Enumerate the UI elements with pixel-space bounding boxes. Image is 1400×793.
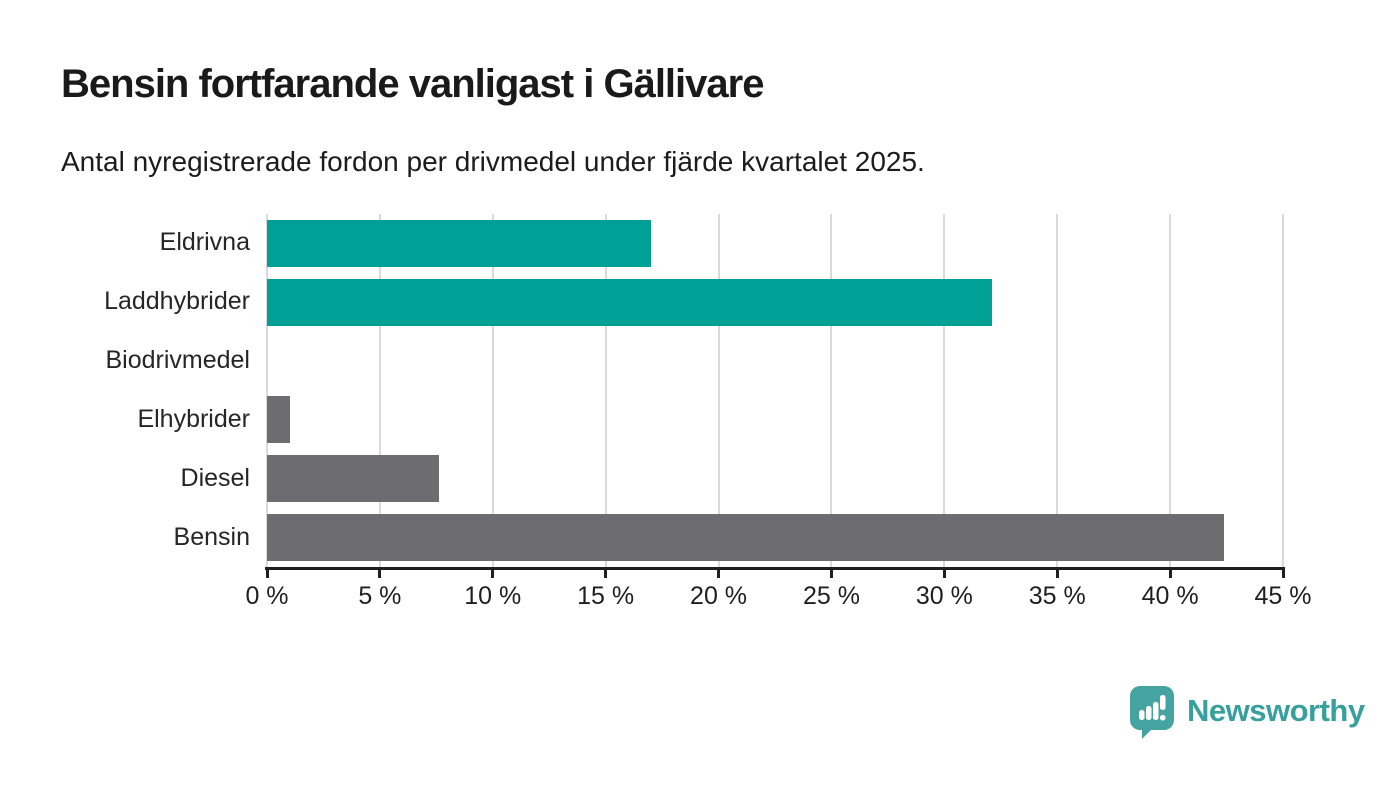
x-tick-15 <box>604 570 608 578</box>
gridline-35 <box>1056 214 1059 567</box>
gridline-0 <box>266 214 268 567</box>
x-tick-label-30: 30 % <box>915 582 973 610</box>
gridline-20 <box>717 214 720 567</box>
x-tick-label-5: 5 % <box>358 582 402 610</box>
x-tick-30 <box>942 570 946 578</box>
gridline-45 <box>1282 214 1284 567</box>
x-tick-20 <box>717 570 721 578</box>
x-axis-line <box>265 567 1285 570</box>
chart-subtitle: Antal nyregistrerade fordon per drivmede… <box>61 146 925 177</box>
x-tick-label-40: 40 % <box>1141 582 1199 610</box>
newsworthy-logo-icon <box>1130 686 1174 739</box>
x-tick-label-25: 25 % <box>802 582 860 610</box>
y-axis-category-labels: Eldrivna Laddhybrider Biodrivmedel Elhybrid… <box>0 214 250 567</box>
chart-title: Bensin fortfarande vanligast i Gällivare <box>61 62 764 106</box>
gridline-25 <box>830 214 833 567</box>
x-tick-label-35: 35 % <box>1028 582 1086 610</box>
x-tick-35 <box>1055 570 1059 578</box>
category-label-eldrivna: Eldrivna <box>159 228 250 257</box>
bar-diesel <box>267 455 439 503</box>
gridline-30 <box>943 214 946 567</box>
category-label-laddhybrider: Laddhybrider <box>104 287 250 316</box>
x-tick-5 <box>378 570 382 578</box>
bar-eldrivna <box>267 219 651 267</box>
x-tick-40 <box>1168 570 1172 578</box>
x-tick-label-15: 15 % <box>577 582 635 610</box>
category-label-diesel: Diesel <box>180 463 250 492</box>
gridline-40 <box>1169 214 1172 567</box>
gridline-5 <box>378 214 381 567</box>
gridline-10 <box>491 214 494 567</box>
x-tick-label-45: 45 % <box>1254 582 1312 610</box>
newsworthy-logo-text: Newsworthy <box>1187 693 1365 728</box>
x-axis: 0 % 5 % 10 % 15 % 20 % 25 % 30 % 35 % 40 % 45 % <box>245 567 1311 627</box>
x-tick-label-20: 20 % <box>690 582 748 610</box>
category-label-biodrivmedel: Biodrivmedel <box>105 346 250 375</box>
x-tick-label-0: 0 % <box>245 582 289 610</box>
bar-bensin <box>267 514 1225 562</box>
newsworthy-logo: Newsworthy <box>1130 686 1365 739</box>
x-tick-0 <box>265 570 269 578</box>
bar-laddhybrider <box>267 278 992 326</box>
x-tick-25 <box>829 570 833 578</box>
bar-elhybrider <box>267 396 290 444</box>
x-tick-45 <box>1281 570 1285 578</box>
category-label-elhybrider: Elhybrider <box>137 404 250 433</box>
plot-area <box>266 214 1284 567</box>
x-tick-label-10: 10 % <box>464 582 522 610</box>
x-tick-10 <box>491 570 495 578</box>
category-label-bensin: Bensin <box>173 522 250 551</box>
gridline-15 <box>604 214 607 567</box>
